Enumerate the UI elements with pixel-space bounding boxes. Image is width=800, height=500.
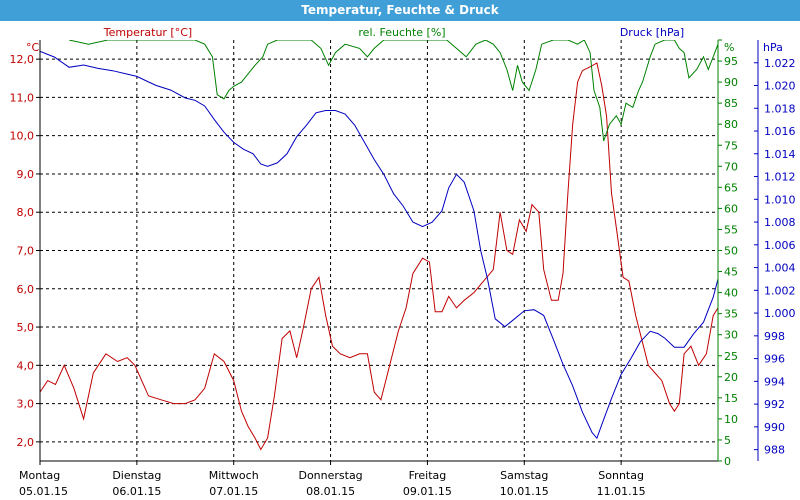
pressure-tick-label: 1.020	[764, 80, 796, 93]
humidity-tick-label: 35	[724, 308, 738, 321]
pressure-tick-label: 1.004	[764, 262, 796, 275]
temperature-tick-label: 10,0	[10, 130, 35, 143]
x-tick-day: Mittwoch	[209, 469, 259, 482]
temperature-tick-label: 6,0	[17, 283, 35, 296]
humidity-tick-label: 65	[724, 181, 738, 194]
pressure-tick-label: 994	[764, 375, 785, 388]
humidity-tick-label: 95	[724, 55, 738, 68]
x-tick-date: 07.01.15	[209, 485, 258, 498]
humidity-tick-label: 40	[724, 287, 738, 300]
x-tick-date: 06.01.15	[112, 485, 161, 498]
x-tick-date: 11.01.15	[597, 485, 646, 498]
pressure-tick-label: 990	[764, 421, 785, 434]
x-tick-date: 10.01.15	[500, 485, 549, 498]
pressure-tick-label: 1.014	[764, 148, 796, 161]
pressure-tick-label: 1.008	[764, 216, 796, 229]
temperature-tick-label: 11,0	[10, 91, 35, 104]
chart-title: Temperatur, Feuchte & Druck	[0, 0, 800, 21]
humidity-tick-label: 10	[724, 413, 738, 426]
humidity-tick-label: 20	[724, 371, 738, 384]
temperature-legend: Temperatur [°C]	[103, 26, 192, 39]
x-tick-day: Dienstag	[112, 469, 161, 482]
humidity-tick-label: 50	[724, 245, 738, 258]
pressure-unit: hPa	[763, 41, 783, 54]
humidity-tick-label: 0	[724, 455, 731, 468]
x-tick-day: Sonntag	[598, 469, 644, 482]
x-tick-day: Donnerstag	[298, 469, 362, 482]
humidity-tick-label: 90	[724, 76, 738, 89]
x-tick-date: 08.01.15	[306, 485, 355, 498]
pressure-tick-label: 1.022	[764, 57, 796, 70]
pressure-tick-label: 1.010	[764, 193, 796, 206]
humidity-unit: %	[724, 41, 734, 54]
temperature-tick-label: 9,0	[17, 168, 35, 181]
temperature-tick-label: 4,0	[17, 359, 35, 372]
temperature-unit: °C	[26, 41, 40, 54]
pressure-tick-label: 992	[764, 398, 785, 411]
humidity-series-line	[68, 40, 718, 142]
humidity-tick-label: 5	[724, 434, 731, 447]
x-tick-day: Freitag	[409, 469, 447, 482]
pressure-tick-label: 1.018	[764, 102, 796, 115]
humidity-legend: rel. Feuchte [%]	[358, 26, 445, 39]
axes: 12,0 11,0 10,0 9,0 8,0 7,0 6,0 5,0 4,0 3,0 2,0 95 90…	[10, 39, 796, 498]
grid-lines	[40, 40, 718, 461]
pressure-tick-label: 996	[764, 353, 785, 366]
humidity-tick-label: 55	[724, 223, 738, 236]
pressure-tick-label: 1.002	[764, 284, 796, 297]
temperature-tick-label: 5,0	[17, 321, 35, 334]
humidity-tick-label: 80	[724, 118, 738, 131]
humidity-tick-label: 60	[724, 202, 738, 215]
series-layer	[40, 40, 718, 451]
temperature-tick-label: 7,0	[17, 245, 35, 258]
temperature-tick-label: 8,0	[17, 206, 35, 219]
humidity-tick-label: 75	[724, 139, 738, 152]
humidity-tick-label: 45	[724, 266, 738, 279]
pressure-tick-label: 1.012	[764, 171, 796, 184]
temperature-tick-label: 3,0	[17, 398, 35, 411]
temperature-series-line	[40, 62, 718, 451]
humidity-tick-label: 85	[724, 97, 738, 110]
pressure-tick-label: 1.016	[764, 125, 796, 138]
humidity-tick-label: 70	[724, 160, 738, 173]
temperature-tick-label: 2,0	[17, 436, 35, 449]
pressure-legend: Druck [hPa]	[620, 26, 684, 39]
humidity-tick-label: 15	[724, 392, 738, 405]
x-tick-day: Montag	[19, 469, 60, 482]
pressure-tick-label: 1.006	[764, 239, 796, 252]
pressure-series-line	[40, 50, 718, 440]
x-tick-date: 05.01.15	[19, 485, 68, 498]
temperature-tick-label: 12,0	[10, 53, 35, 66]
x-tick-day: Samstag	[500, 469, 548, 482]
humidity-tick-label: 30	[724, 329, 738, 342]
pressure-tick-label: 988	[764, 444, 785, 457]
pressure-tick-label: 1.000	[764, 307, 796, 320]
pressure-tick-label: 998	[764, 330, 785, 343]
humidity-tick-label: 25	[724, 350, 738, 363]
x-tick-date: 09.01.15	[403, 485, 452, 498]
